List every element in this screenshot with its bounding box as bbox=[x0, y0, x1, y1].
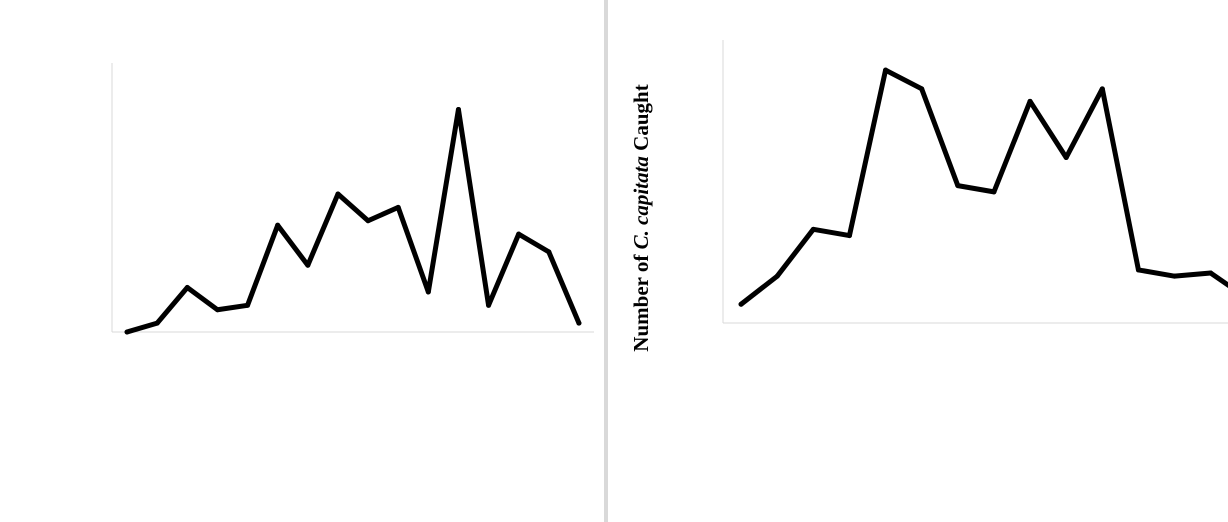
data-point bbox=[846, 233, 852, 239]
data-point bbox=[124, 329, 130, 335]
data-point bbox=[516, 231, 522, 237]
species-name: C. capitata bbox=[629, 156, 653, 249]
data-point bbox=[1099, 86, 1105, 92]
left-line-chart bbox=[111, 63, 594, 335]
data-point bbox=[991, 189, 997, 195]
right-chart-panel: Number of C. capitata Caught bbox=[608, 0, 1228, 522]
data-point bbox=[275, 222, 281, 228]
data-series-line bbox=[124, 107, 582, 335]
left-chart-panel bbox=[0, 0, 604, 522]
data-point bbox=[738, 301, 744, 307]
data-point bbox=[955, 183, 961, 189]
data-point bbox=[486, 302, 492, 308]
data-point bbox=[184, 285, 190, 290]
data-point bbox=[395, 204, 401, 210]
data-point bbox=[455, 107, 461, 112]
y-axis-title-part: Number of bbox=[629, 249, 653, 351]
data-point bbox=[919, 86, 925, 92]
y-axis-title: Number of C. capitata Caught bbox=[629, 84, 653, 351]
data-point bbox=[546, 249, 552, 255]
data-point bbox=[1135, 267, 1141, 273]
data-point bbox=[774, 273, 780, 279]
data-point bbox=[425, 289, 431, 295]
data-point bbox=[883, 67, 889, 73]
data-point bbox=[576, 320, 582, 326]
data-point bbox=[1027, 98, 1033, 104]
data-point bbox=[154, 320, 160, 326]
data-point bbox=[305, 262, 311, 268]
panel-divider bbox=[604, 0, 608, 522]
data-point bbox=[1063, 155, 1069, 161]
data-point bbox=[1208, 270, 1214, 276]
data-point bbox=[245, 302, 251, 308]
data-point bbox=[1172, 273, 1178, 279]
data-point bbox=[214, 307, 220, 313]
y-axis-title-part: Caught bbox=[629, 84, 653, 156]
data-series-line bbox=[738, 67, 1228, 307]
right-line-chart: Number of C. capitata Caught bbox=[629, 40, 1228, 352]
data-point bbox=[365, 218, 371, 224]
data-point bbox=[335, 191, 341, 197]
data-point bbox=[810, 226, 816, 232]
